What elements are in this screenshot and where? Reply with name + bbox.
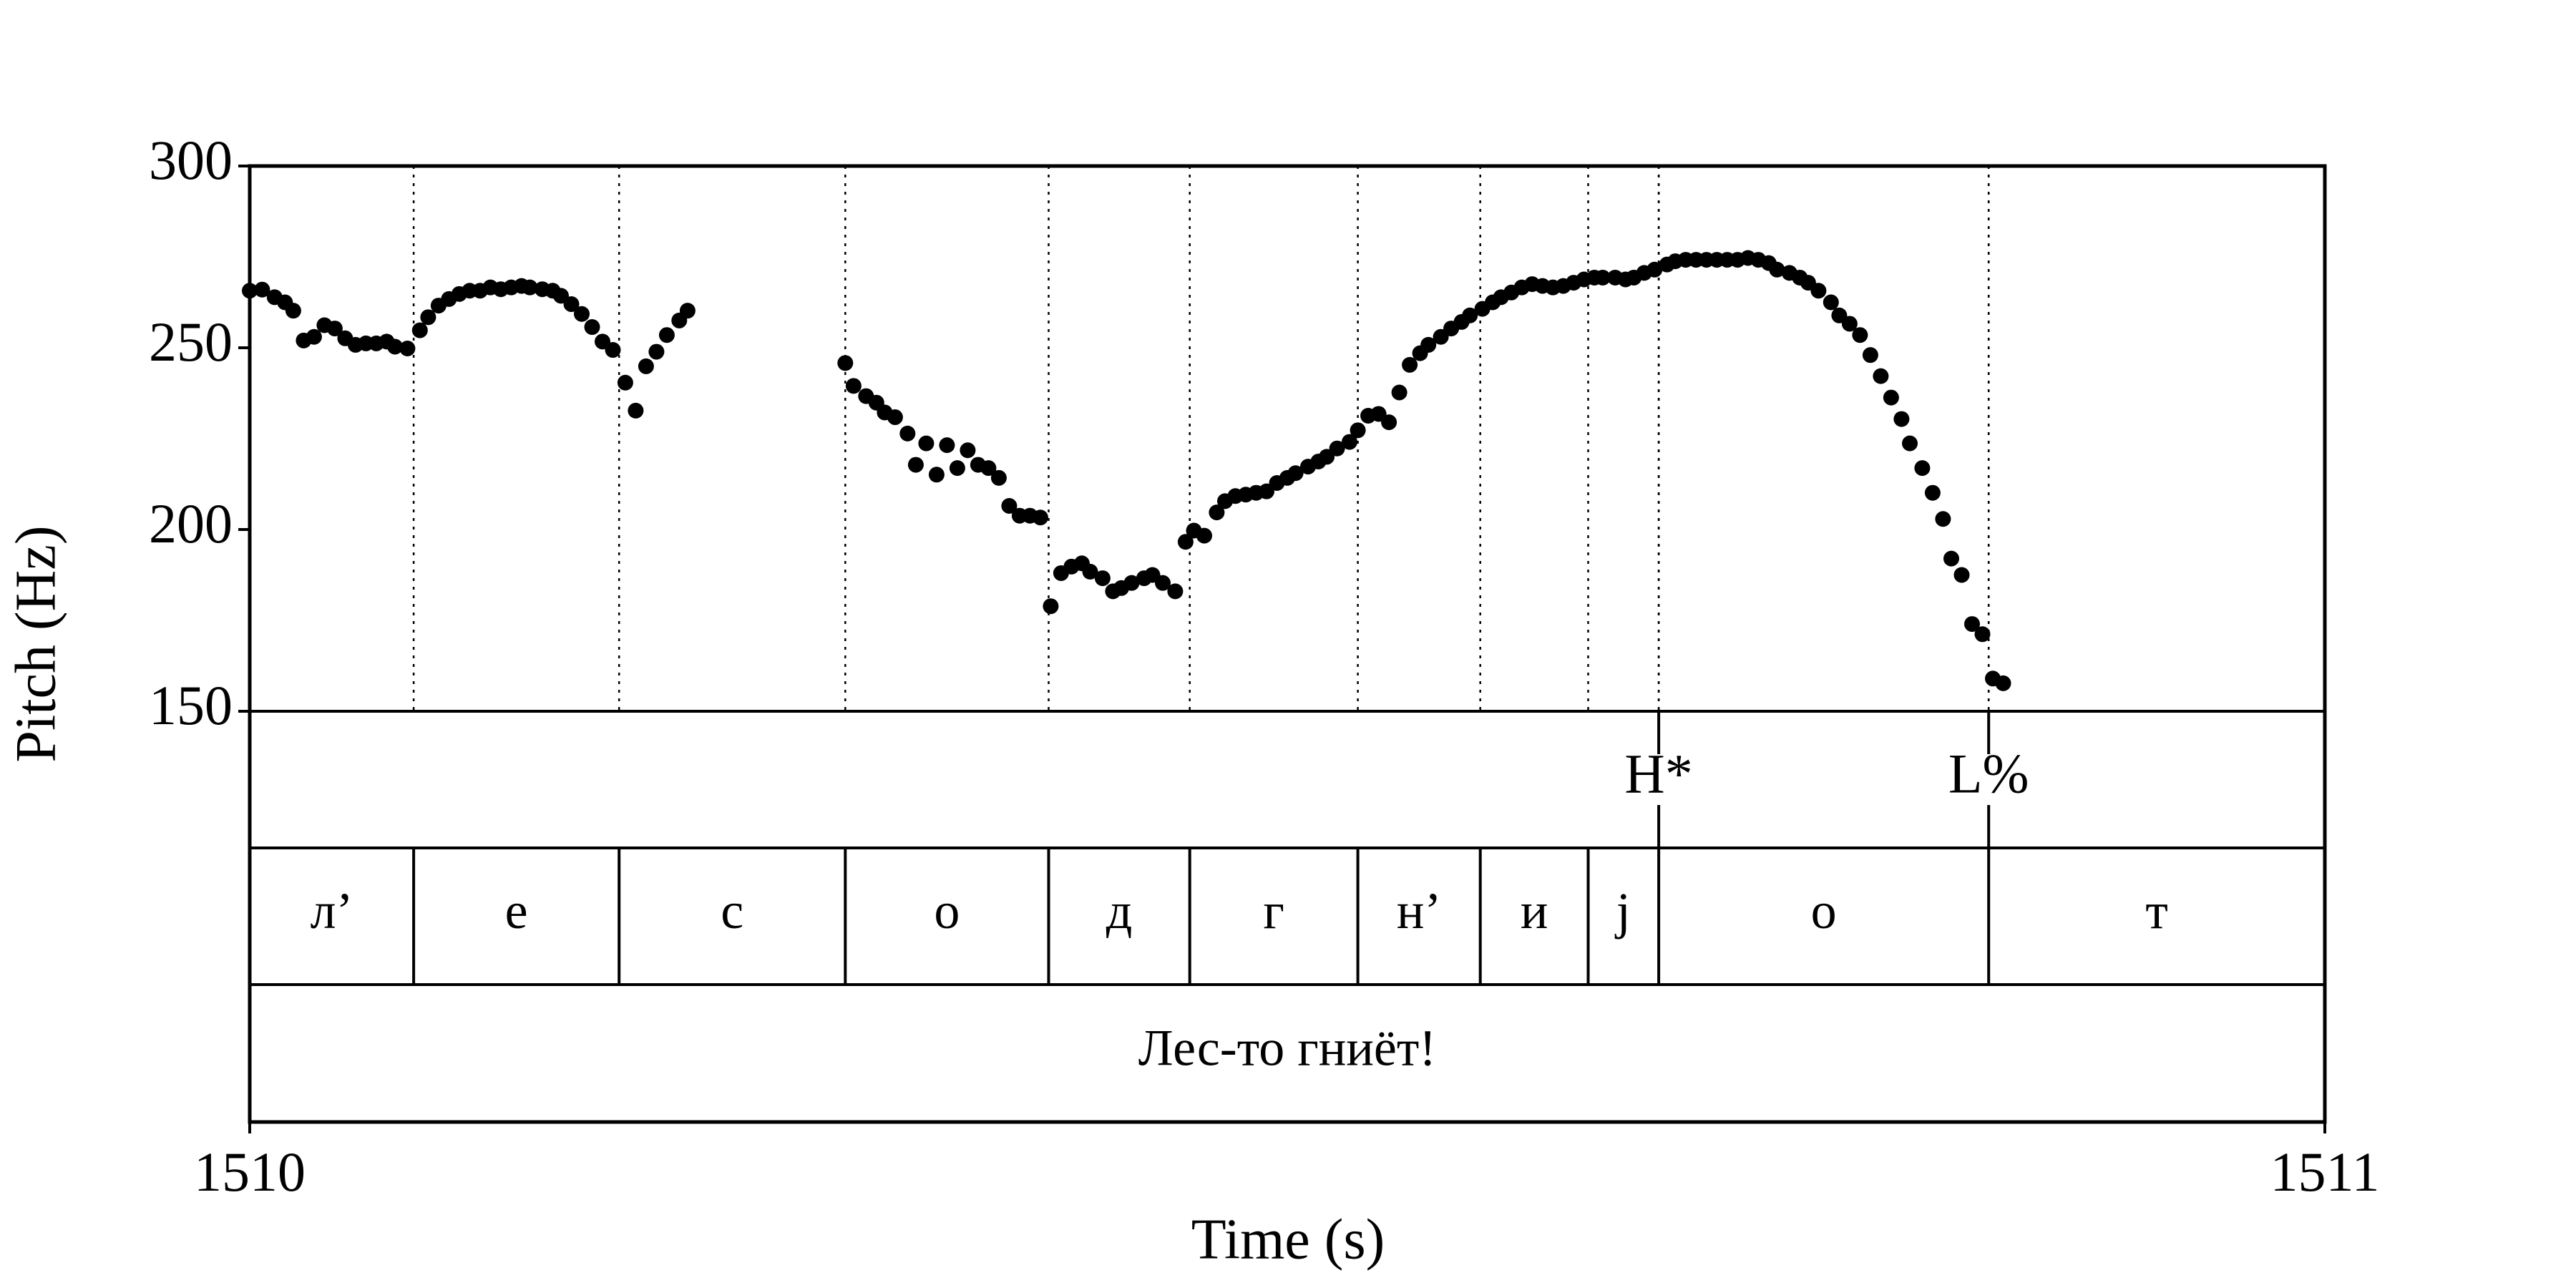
pitch-point — [1043, 598, 1059, 615]
pitch-point — [1852, 327, 1868, 343]
pitch-point — [1342, 434, 1357, 450]
pitch-point — [605, 342, 621, 358]
interval-label: j — [1614, 882, 1631, 940]
pitch-point — [679, 303, 696, 319]
x-axis-label: Time (s) — [1191, 1208, 1385, 1271]
pitch-point — [1995, 675, 2011, 691]
y-tick-label: 250 — [149, 311, 233, 373]
pitch-point — [980, 460, 997, 477]
pitch-point — [1646, 261, 1663, 278]
x-tick-label: 1511 — [2270, 1141, 2379, 1203]
pitch-point — [1594, 269, 1611, 286]
pitch-point — [1001, 497, 1018, 514]
pitch-point — [1402, 356, 1418, 373]
y-tick-label: 300 — [149, 129, 233, 191]
interval-label: с — [721, 882, 743, 940]
pitch-point — [326, 321, 343, 337]
pitch-point — [1123, 575, 1140, 591]
pitch-point — [907, 457, 924, 473]
pitch-point — [1381, 414, 1397, 431]
pitch-point — [399, 341, 416, 357]
pitch-point — [1883, 389, 1899, 406]
interval-label: л’ — [311, 882, 353, 940]
pitch-point — [939, 437, 955, 454]
x-tick-label: 1510 — [194, 1141, 306, 1203]
pitch-point — [1823, 294, 1839, 311]
pitch-point — [628, 402, 644, 419]
pitch-point — [1810, 283, 1827, 299]
pitch-point — [1873, 368, 1889, 384]
pitch-point — [648, 343, 665, 360]
pitch-point — [306, 328, 322, 345]
pitch-point — [617, 374, 633, 391]
pitch-point — [420, 309, 436, 326]
pitch-point — [960, 442, 976, 459]
pitch-point — [1841, 316, 1858, 332]
pitch-point — [1155, 575, 1171, 591]
pitch-point — [522, 279, 538, 296]
pitch-point — [658, 327, 675, 343]
y-axis-label: Pitch (Hz) — [4, 525, 67, 762]
pitch-point — [1893, 411, 1910, 427]
pitch-point — [563, 296, 580, 313]
pitch-point — [837, 355, 854, 371]
tone-label: H* — [1624, 742, 1692, 804]
pitch-point — [1032, 509, 1048, 526]
pitch-point — [887, 409, 903, 426]
pitch-point — [1943, 550, 1959, 567]
pitch-point — [254, 281, 270, 298]
frame — [248, 164, 2327, 1124]
pitch-point — [1935, 511, 1951, 527]
pitch-point — [1420, 336, 1437, 353]
interval-label: т — [2145, 882, 2167, 940]
pitch-point — [1209, 504, 1225, 521]
pitch-point — [1769, 261, 1785, 278]
pitch-point — [1391, 384, 1407, 401]
pitch-point — [1167, 583, 1184, 600]
pitch-point — [411, 322, 428, 338]
pitch-point — [1914, 460, 1931, 477]
pitch-point — [1964, 616, 1980, 633]
interval-label: и — [1521, 882, 1548, 940]
pitch-point — [1196, 527, 1212, 544]
pitch-point — [1462, 307, 1478, 323]
pitch-point — [845, 378, 862, 394]
interval-label: о — [1811, 882, 1837, 940]
interval-label: о — [934, 882, 960, 940]
pitch-point — [584, 319, 600, 336]
pitch-point — [918, 435, 935, 452]
pitch-point — [574, 306, 590, 322]
y-tick-label: 200 — [149, 492, 233, 555]
pitch-point — [899, 425, 916, 441]
pitch-point — [1953, 567, 1970, 583]
pitch-point — [1862, 347, 1878, 364]
pitch-point — [1177, 534, 1194, 550]
interval-label: е — [505, 882, 528, 940]
interval-label: д — [1106, 882, 1133, 940]
pitch-point — [928, 467, 945, 483]
interval-label: г — [1263, 882, 1284, 940]
tone-label: L% — [1948, 742, 2029, 804]
pitch-point — [638, 358, 654, 374]
pitch-point — [242, 283, 258, 299]
pitch-point — [1350, 422, 1366, 439]
pitch-point — [1094, 570, 1111, 587]
pitch-point — [1974, 626, 1991, 643]
pitch-point — [387, 338, 403, 355]
pitch-point — [1329, 440, 1345, 457]
pitch-point — [285, 303, 301, 319]
pitch-point — [1082, 563, 1098, 580]
y-tick-label: 150 — [149, 674, 233, 736]
pitch-point — [1902, 435, 1918, 452]
interval-label: Лес-то гниёт! — [1138, 1020, 1437, 1077]
pitch-point — [949, 460, 965, 477]
pitch-point — [1287, 465, 1304, 482]
pitch-point — [1924, 484, 1941, 501]
pitch-point — [990, 469, 1007, 486]
interval-label: н’ — [1397, 882, 1442, 940]
